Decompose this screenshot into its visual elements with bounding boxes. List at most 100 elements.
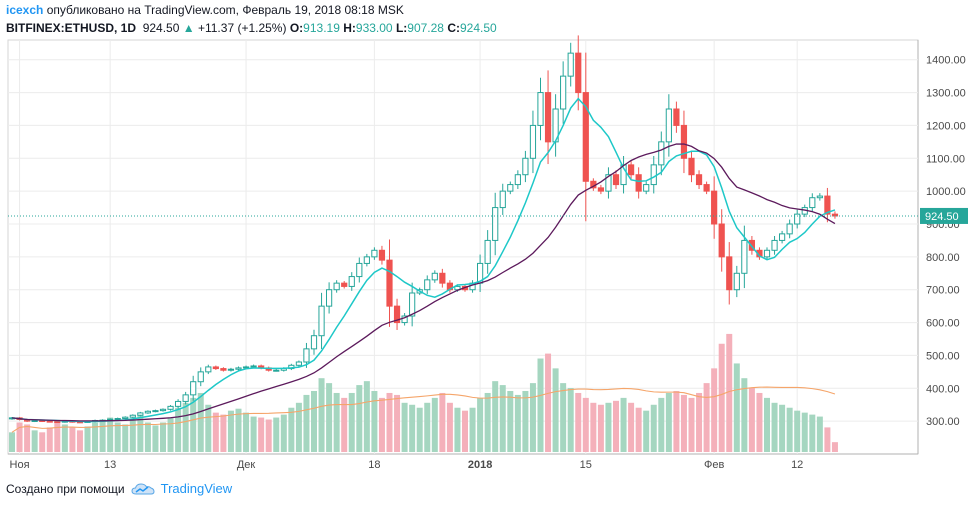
volume-bar — [76, 430, 83, 452]
volume-bar — [665, 392, 672, 452]
volume-bar — [507, 390, 514, 452]
candle-body — [371, 249, 378, 258]
author-name[interactable]: icexch — [6, 3, 44, 17]
candle-body — [650, 164, 657, 186]
volume-bar — [748, 388, 755, 452]
volume-bar — [801, 412, 808, 452]
volume-bar — [537, 358, 544, 452]
candle-body — [484, 239, 491, 264]
candle-body — [492, 207, 499, 241]
volume-bar — [711, 368, 718, 452]
volume-bar — [197, 392, 204, 452]
candle-body — [794, 213, 801, 225]
y-tick-label: 1000.00 — [926, 186, 966, 198]
x-tick-label: 12 — [791, 459, 803, 471]
volume-bar — [220, 414, 227, 452]
candle-body — [386, 259, 393, 307]
candle-body — [401, 315, 408, 324]
candle-body — [560, 75, 567, 110]
candle-body — [431, 272, 438, 281]
volume-bar — [605, 402, 612, 452]
volume-bar — [650, 404, 657, 452]
volume-bar — [273, 417, 280, 452]
y-tick-label: 1200.00 — [926, 120, 966, 132]
volume-bar — [764, 397, 770, 452]
tradingview-link[interactable]: TradingView — [131, 481, 232, 496]
volume-bar — [212, 412, 219, 452]
candle-body — [544, 92, 552, 143]
volume-bar — [597, 404, 604, 452]
volume-bar — [446, 402, 453, 452]
volume-bar — [311, 390, 317, 452]
candle-body — [175, 400, 182, 407]
volume-bar — [295, 402, 302, 452]
candle-body — [242, 366, 250, 369]
candle-body — [658, 141, 665, 166]
candle-body — [665, 108, 672, 143]
candle-body — [424, 279, 431, 291]
ma-slow-line — [11, 143, 836, 422]
symbol-label: BITFINEX:ETHUSD, 1D — [6, 21, 137, 35]
candle-body — [363, 256, 370, 264]
volume-bar — [258, 417, 265, 452]
volume-bar — [771, 402, 778, 452]
volume-bar — [628, 402, 635, 452]
x-tick-label: Ноя — [10, 459, 30, 471]
volume-bar — [92, 422, 99, 452]
candle-body — [439, 272, 446, 284]
candle-body — [597, 187, 604, 192]
x-tick-label: Дек — [237, 459, 256, 471]
volume-bar — [658, 397, 665, 452]
volume-bar — [152, 425, 159, 452]
volume-bar — [348, 392, 355, 452]
open-label: O: — [289, 21, 304, 35]
volume-bar — [182, 402, 189, 452]
volume-bar — [235, 408, 242, 452]
high-label: H: — [343, 21, 356, 35]
volume-bar — [529, 383, 536, 452]
volume-bar — [424, 402, 431, 452]
candle-body — [763, 249, 771, 258]
volume-bar — [469, 407, 476, 452]
volume-bar — [16, 422, 23, 452]
y-tick-label: 800.00 — [926, 252, 960, 264]
candle-body — [628, 164, 635, 176]
candle-body — [529, 124, 537, 159]
candle-body — [227, 368, 235, 371]
candle-body — [341, 282, 348, 287]
candle-body — [190, 381, 197, 396]
low-value: 907.28 — [407, 21, 444, 35]
volume-bar — [401, 402, 408, 452]
volume-bar — [643, 410, 650, 452]
volume-bar — [582, 397, 589, 452]
volume-bar — [227, 410, 234, 452]
candle-body — [605, 174, 612, 192]
volume-bar — [831, 442, 838, 452]
high-value: 933.00 — [355, 21, 393, 35]
volume-bar — [824, 427, 831, 452]
candle-body — [348, 276, 355, 287]
candle-body — [393, 305, 401, 324]
candle-body — [733, 272, 740, 291]
volume-bar — [416, 407, 423, 452]
volume-bar — [786, 407, 793, 452]
y-tick-label: 600.00 — [926, 318, 960, 330]
candle-body — [114, 418, 121, 421]
volume-bar — [46, 427, 53, 452]
candle-body — [771, 239, 778, 251]
candle-body — [809, 197, 816, 209]
candle-body — [159, 408, 167, 412]
volume-bar — [363, 381, 370, 452]
volume-bar — [243, 412, 250, 452]
volume-bar — [431, 397, 438, 452]
candle-body — [122, 416, 129, 420]
candle-body — [824, 195, 831, 215]
volume-bar — [696, 392, 703, 452]
candle-body — [205, 366, 212, 373]
y-tick-label: 1400.00 — [926, 55, 966, 67]
volume-bar — [756, 392, 763, 452]
volume-bar — [635, 407, 642, 452]
volume-bar — [288, 407, 295, 452]
candle-body — [514, 174, 521, 186]
